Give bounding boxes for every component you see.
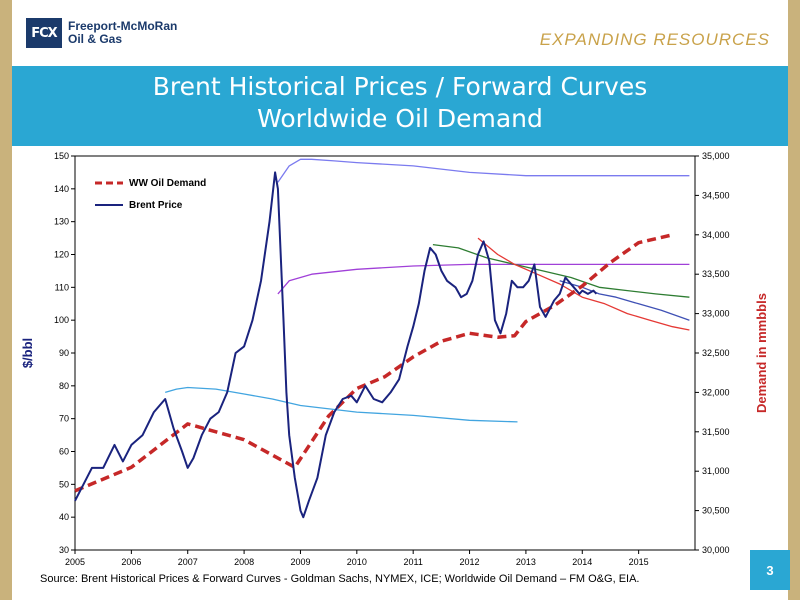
series-forward-curve-3 [165,386,518,423]
y2-tick-label: 35,000 [702,151,730,161]
x-tick-label: 2007 [178,557,198,567]
slide-title-line1: Brent Historical Prices / Forward Curves [152,72,648,101]
x-tick-label: 2013 [516,557,536,567]
x-tick-label: 2012 [460,557,480,567]
y2-tick-label: 30,500 [702,506,730,516]
y-tick-label: 140 [54,184,69,194]
series-forward-curve-6 [477,237,690,331]
series-forward-curve-4 [277,263,690,295]
x-tick-label: 2005 [65,557,85,567]
right-accent-strip [788,0,800,600]
title-band: Brent Historical Prices / Forward Curves… [12,66,788,146]
y2-tick-label: 34,500 [702,190,730,200]
source-note: Source: Brent Historical Prices & Forwar… [40,573,640,585]
legend: WW Oil Demand Brent Price [95,178,206,211]
y2-tick-label: 31,500 [702,427,730,437]
y-tick-label: 70 [59,414,69,424]
y2-tick-label: 33,000 [702,309,730,319]
plot-area [74,155,696,551]
y2-tick-label: 32,000 [702,387,730,397]
company-name-line1: Freeport-McMoRan [68,19,178,33]
x-tick-label: 2011 [404,557,423,567]
y-tick-label: 60 [59,447,69,457]
y-tick-label: 110 [55,282,69,292]
x-axis: 2005 2006 2007 2008 2009 2010 2011 2012 2013 2014… [65,550,649,567]
series-demand-line [74,233,673,493]
slide-title-line2: Worldwide Oil Demand [257,104,543,133]
y2-tick-label: 31,000 [702,466,730,476]
left-axis: 30 40 50 60 70 80 90 100 110 120 130 140 150 [54,151,75,555]
x-tick-label: 2009 [290,557,310,567]
right-axis: 30,000 30,500 31,000 31,500 32,000 32,500 33,0… [695,151,730,555]
y-tick-label: 40 [59,512,69,522]
series-layer [74,158,690,519]
x-tick-label: 2006 [121,557,141,567]
y2-tick-label: 32,500 [702,348,730,358]
y-tick-label: 130 [54,217,69,227]
series-brent-line [74,171,598,519]
y2-tick-label: 30,000 [702,545,730,555]
y-tick-label: 80 [59,381,69,391]
company-name: Freeport-McMoRan Oil & Gas [68,20,177,46]
x-tick-label: 2008 [234,557,254,567]
y-tick-label: 50 [59,479,69,489]
tagline: EXPANDING RESOURCES [539,30,770,49]
x-tick-label: 2014 [572,557,592,567]
slide-header: FCX Freeport-McMoRan Oil & Gas EXPANDING… [12,0,788,66]
series-forward-curve-7 [559,280,690,321]
series-forward-curve-2 [277,158,690,183]
y-tick-label: 120 [54,250,69,260]
x-tick-label: 2015 [629,557,649,567]
company-logo: FCX [26,18,62,48]
legend-demand-label: WW Oil Demand [129,178,206,189]
y2-tick-label: 33,500 [702,269,730,279]
y-tick-label: 100 [54,315,69,325]
y-tick-label: 90 [59,348,69,358]
company-name-line2: Oil & Gas [68,32,123,46]
y-axis-label: $/bbl [20,338,35,368]
left-accent-strip [0,0,12,600]
page-number: 3 [750,550,790,590]
x-tick-label: 2010 [347,557,367,567]
y-tick-label: 150 [54,151,69,161]
y-tick-label: 30 [59,545,69,555]
series-forward-curve-5 [432,243,690,298]
legend-brent-label: Brent Price [129,200,183,211]
y2-axis-label: Demand in mmbbls [754,293,769,413]
y2-tick-label: 34,000 [702,230,730,240]
